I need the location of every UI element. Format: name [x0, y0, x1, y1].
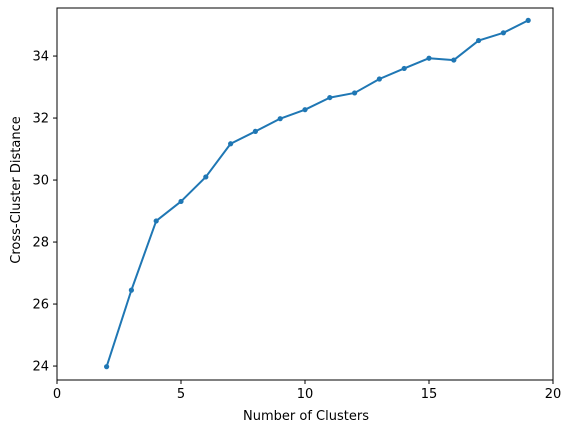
- plot-area: [104, 17, 531, 370]
- data-point: [352, 90, 358, 96]
- axes-frame: [56, 7, 554, 381]
- series-line: [105, 19, 529, 367]
- y-axis-label: Cross-Cluster Distance: [9, 116, 24, 263]
- data-point: [327, 94, 333, 101]
- data-point: [153, 218, 159, 224]
- x-axis: 0 5 10 15 20: [53, 380, 561, 402]
- data-point: [426, 55, 432, 61]
- data-point: [228, 141, 234, 147]
- data-point: [401, 65, 407, 72]
- data-point: [525, 17, 531, 23]
- y-axis: 24 26 28 30 32 34: [32, 50, 57, 375]
- y-tick-label: 30: [32, 174, 49, 189]
- data-point: [376, 76, 382, 82]
- x-axis-label: Number of Clusters: [243, 409, 369, 424]
- y-tick-label: 34: [32, 50, 49, 65]
- y-tick-label: 24: [32, 360, 49, 375]
- x-tick-label: 10: [297, 387, 314, 402]
- data-point: [252, 128, 258, 134]
- data-point: [451, 57, 457, 63]
- data-point: [476, 37, 482, 44]
- data-point: [178, 198, 184, 205]
- y-tick-label: 28: [32, 236, 49, 251]
- x-tick-label: 15: [421, 387, 438, 402]
- x-tick-label: 20: [545, 387, 562, 402]
- x-tick-label: 0: [53, 387, 61, 402]
- data-point: [302, 107, 308, 113]
- data-point: [104, 364, 110, 370]
- x-tick-label: 5: [177, 387, 185, 402]
- data-point: [203, 174, 209, 180]
- data-point: [128, 287, 134, 293]
- data-point: [500, 30, 506, 36]
- data-point: [277, 116, 283, 122]
- y-tick-label: 32: [32, 112, 49, 127]
- y-tick-label: 26: [32, 298, 49, 313]
